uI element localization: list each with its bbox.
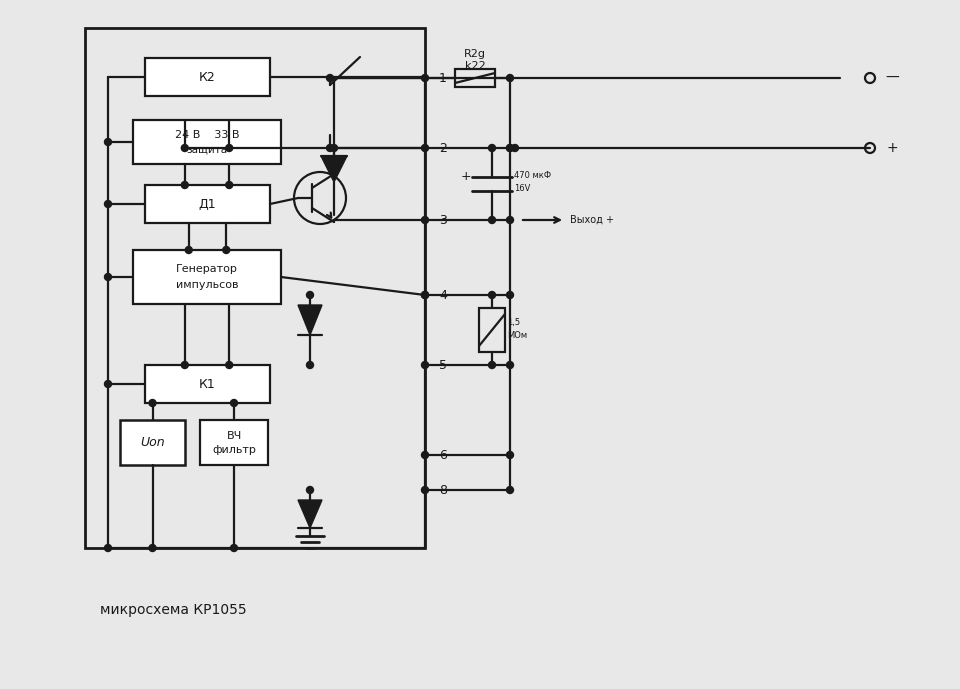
Text: 470 мкФ: 470 мкФ bbox=[514, 170, 551, 180]
Bar bbox=[200, 420, 268, 465]
Text: фильтр: фильтр bbox=[212, 444, 256, 455]
Circle shape bbox=[507, 486, 514, 493]
Text: —: — bbox=[885, 71, 899, 85]
Circle shape bbox=[421, 291, 428, 298]
Circle shape bbox=[306, 362, 314, 369]
Circle shape bbox=[507, 145, 514, 152]
Text: 8: 8 bbox=[439, 484, 447, 497]
Text: К1: К1 bbox=[199, 378, 216, 391]
Bar bbox=[455, 69, 495, 87]
Circle shape bbox=[330, 145, 338, 152]
Text: k22: k22 bbox=[465, 61, 486, 71]
Polygon shape bbox=[321, 156, 347, 182]
Text: Генератор: Генератор bbox=[176, 264, 238, 274]
Circle shape bbox=[226, 362, 232, 369]
Text: 1,5: 1,5 bbox=[507, 318, 520, 327]
Circle shape bbox=[507, 216, 514, 223]
Circle shape bbox=[507, 74, 514, 81]
Text: Uon: Uon bbox=[140, 436, 165, 449]
Circle shape bbox=[421, 486, 428, 493]
Text: 3: 3 bbox=[439, 214, 446, 227]
Circle shape bbox=[226, 181, 232, 189]
Circle shape bbox=[489, 145, 495, 152]
Circle shape bbox=[489, 362, 495, 369]
Circle shape bbox=[105, 200, 111, 207]
Circle shape bbox=[306, 486, 314, 493]
Circle shape bbox=[105, 544, 111, 551]
Circle shape bbox=[326, 145, 333, 152]
Circle shape bbox=[149, 400, 156, 407]
Bar bbox=[133, 250, 281, 304]
Polygon shape bbox=[298, 500, 322, 528]
Circle shape bbox=[512, 145, 518, 152]
Text: К2: К2 bbox=[199, 70, 216, 83]
Bar bbox=[85, 28, 425, 548]
Circle shape bbox=[181, 181, 188, 189]
Circle shape bbox=[421, 291, 428, 298]
Circle shape bbox=[223, 247, 229, 254]
Circle shape bbox=[230, 400, 237, 407]
Bar bbox=[479, 308, 505, 352]
Circle shape bbox=[226, 145, 232, 152]
Circle shape bbox=[507, 451, 514, 458]
Circle shape bbox=[105, 274, 111, 280]
Text: Выход +: Выход + bbox=[570, 215, 614, 225]
Circle shape bbox=[105, 380, 111, 387]
Circle shape bbox=[149, 544, 156, 551]
Circle shape bbox=[489, 291, 495, 298]
Text: МОм: МОм bbox=[507, 331, 527, 340]
Circle shape bbox=[421, 451, 428, 458]
Bar bbox=[145, 185, 270, 223]
Text: 5: 5 bbox=[439, 358, 447, 371]
Circle shape bbox=[421, 362, 428, 369]
Text: +: + bbox=[461, 169, 471, 183]
Circle shape bbox=[421, 216, 428, 223]
Text: +: + bbox=[886, 141, 898, 155]
Text: 4: 4 bbox=[439, 289, 446, 302]
Circle shape bbox=[185, 247, 192, 254]
Bar bbox=[145, 58, 270, 96]
Text: ВЧ: ВЧ bbox=[227, 431, 242, 440]
Circle shape bbox=[181, 145, 188, 152]
Polygon shape bbox=[298, 305, 322, 335]
Circle shape bbox=[421, 145, 428, 152]
Circle shape bbox=[306, 291, 314, 298]
Text: 16V: 16V bbox=[514, 183, 530, 192]
Circle shape bbox=[181, 362, 188, 369]
Text: 1: 1 bbox=[439, 72, 446, 85]
Circle shape bbox=[507, 145, 514, 152]
Text: защита: защита bbox=[186, 145, 228, 155]
Circle shape bbox=[326, 74, 333, 81]
Circle shape bbox=[230, 544, 237, 551]
Text: 6: 6 bbox=[439, 449, 446, 462]
Circle shape bbox=[105, 138, 111, 145]
Text: 2: 2 bbox=[439, 141, 446, 154]
Circle shape bbox=[421, 74, 428, 81]
Text: импульсов: импульсов bbox=[176, 280, 238, 290]
Circle shape bbox=[507, 291, 514, 298]
Bar bbox=[120, 420, 185, 465]
Text: R2g: R2g bbox=[464, 49, 486, 59]
Bar bbox=[145, 365, 270, 403]
Circle shape bbox=[507, 362, 514, 369]
Text: микросхема КР1055: микросхема КР1055 bbox=[100, 603, 247, 617]
Bar bbox=[133, 120, 281, 164]
Text: 24 В    33 В: 24 В 33 В bbox=[175, 130, 239, 140]
Text: Д1: Д1 bbox=[199, 198, 216, 211]
Circle shape bbox=[489, 216, 495, 223]
